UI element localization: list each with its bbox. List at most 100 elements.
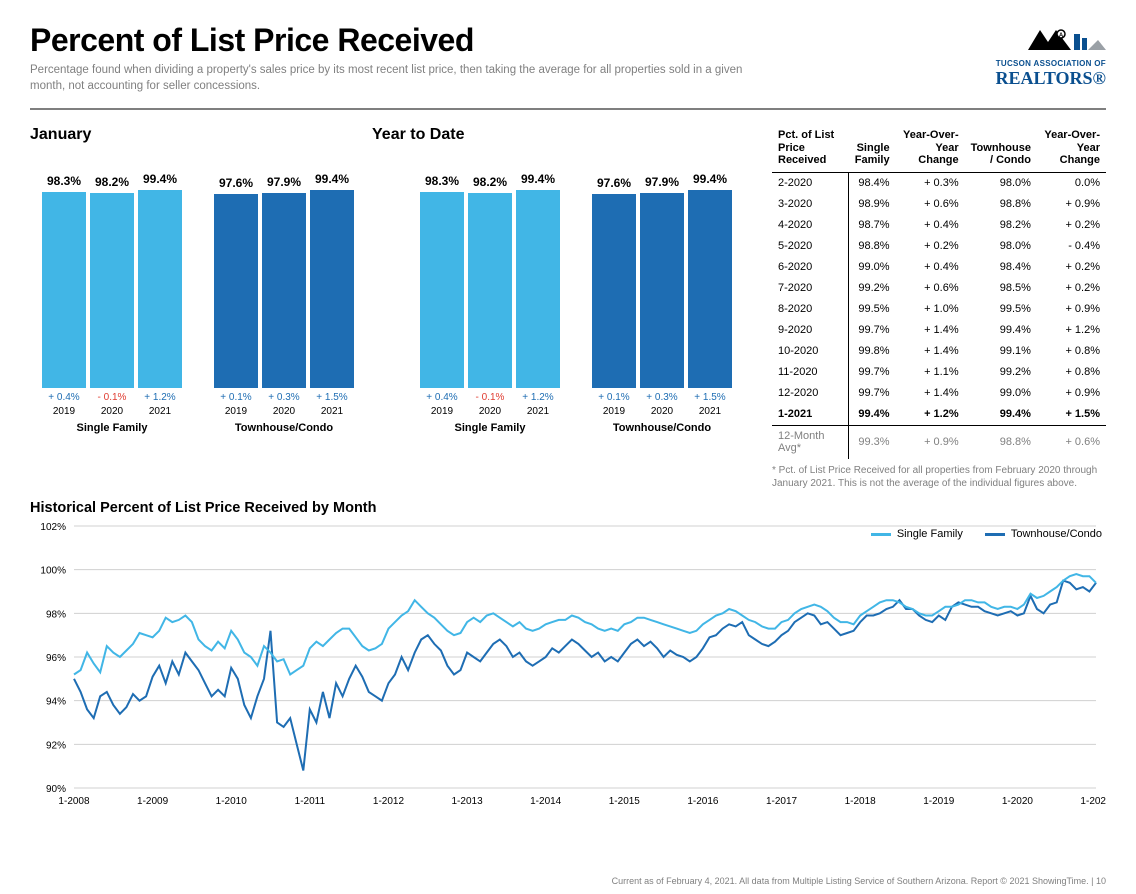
table-cell: 99.7% [849,362,896,383]
historical-line-chart: 90%92%94%96%98%100%102%1-20081-20091-201… [30,518,1106,816]
table-cell: 4-2020 [772,215,849,236]
table-cell: + 0.4% [896,257,965,278]
bar-group: 97.6%+ 0.1%201997.9%+ 0.3%202099.4%+ 1.5… [580,178,744,434]
svg-text:100%: 100% [40,566,66,577]
bar-change: + 1.2% [516,392,560,403]
table-cell: + 1.0% [896,299,965,320]
legend-swatch [985,533,1005,536]
svg-text:1-2016: 1-2016 [687,796,719,807]
table-header: Townhouse/ Condo [965,126,1037,172]
table-cell: 99.8% [849,341,896,362]
table-header: Year-Over-YearChange [896,126,965,172]
bar-year: 2021 [310,406,354,417]
table-header: Pct. of List PriceReceived [772,126,849,172]
table-cell: 2-2020 [772,172,849,194]
bar-change: + 1.5% [310,392,354,403]
bar: 98.3%+ 0.4%2019 [420,192,464,388]
svg-text:90%: 90% [46,784,66,795]
table-header: SingleFamily [849,126,896,172]
bar-value: 98.3% [420,174,464,188]
logo-small-text: TUCSON ASSOCIATION OF [996,59,1107,68]
svg-text:A: A [1059,33,1064,39]
category-label: Single Family [77,422,148,434]
table-cell: + 1.2% [1037,320,1106,341]
bar-group: 97.6%+ 0.1%201997.9%+ 0.3%202099.4%+ 1.5… [202,178,366,434]
table-cell: + 0.2% [1037,215,1106,236]
data-table: Pct. of List PriceReceivedSingleFamilyYe… [772,126,1106,459]
table-cell: + 1.4% [896,341,965,362]
bar-change: + 1.2% [138,392,182,403]
table-cell: 99.2% [849,278,896,299]
table-row: 12-Month Avg*99.3%+ 0.9%98.8%+ 0.6% [772,425,1106,459]
table-cell: + 0.2% [1037,278,1106,299]
category-label: Townhouse/Condo [235,422,333,434]
bar-year: 2019 [42,406,86,417]
table-row: 9-202099.7%+ 1.4%99.4%+ 1.2% [772,320,1106,341]
bar-value: 97.6% [214,176,258,190]
table-cell: + 1.2% [896,404,965,426]
bar-value: 99.4% [310,172,354,186]
table-cell: 6-2020 [772,257,849,278]
table-row: 11-202099.7%+ 1.1%99.2%+ 0.8% [772,362,1106,383]
table-cell: 99.0% [849,257,896,278]
table-cell: + 0.9% [896,425,965,459]
svg-text:1-2020: 1-2020 [1002,796,1034,807]
table-cell: 0.0% [1037,172,1106,194]
header-divider [30,108,1106,110]
legend-item: Townhouse/Condo [985,528,1102,540]
bar: 97.6%+ 0.1%2019 [592,194,636,388]
table-cell: 12-Month Avg* [772,425,849,459]
line-chart-legend: Single FamilyTownhouse/Condo [871,528,1102,540]
category-label: Townhouse/Condo [613,422,711,434]
table-cell: 99.7% [849,383,896,404]
table-cell: 99.1% [965,341,1037,362]
bar-value: 98.2% [90,175,134,189]
page-footer: Current as of February 4, 2021. All data… [612,876,1106,886]
table-cell: 99.4% [849,404,896,426]
table-cell: 9-2020 [772,320,849,341]
table-row: 4-202098.7%+ 0.4%98.2%+ 0.2% [772,215,1106,236]
bar-value: 98.3% [42,174,86,188]
table-row: 10-202099.8%+ 1.4%99.1%+ 0.8% [772,341,1106,362]
bar-change: + 0.1% [592,392,636,403]
svg-text:1-2014: 1-2014 [530,796,562,807]
line-single-family [74,574,1096,675]
svg-text:102%: 102% [40,522,66,533]
bar-year: 2021 [516,406,560,417]
table-cell: 98.0% [965,172,1037,194]
legend-swatch [871,533,891,536]
table-cell: 3-2020 [772,194,849,215]
table-cell: 98.8% [849,236,896,257]
table-cell: 98.9% [849,194,896,215]
table-row: 5-202098.8%+ 0.2%98.0%- 0.4% [772,236,1106,257]
table-cell: + 1.1% [896,362,965,383]
bar-year: 2021 [138,406,182,417]
bar: 97.9%+ 0.3%2020 [640,193,684,388]
bar-value: 99.4% [688,172,732,186]
table-cell: + 1.4% [896,383,965,404]
table-cell: + 0.6% [896,278,965,299]
bar-change: - 0.1% [468,392,512,403]
bar-year: 2021 [688,406,732,417]
svg-text:1-2011: 1-2011 [295,796,326,807]
table-cell: + 0.9% [1037,383,1106,404]
table-cell: + 0.8% [1037,362,1106,383]
bar-change: + 1.5% [688,392,732,403]
table-cell: 99.7% [849,320,896,341]
table-cell: 99.3% [849,425,896,459]
table-cell: + 0.9% [1037,299,1106,320]
table-cell: 98.4% [849,172,896,194]
table-cell: 8-2020 [772,299,849,320]
table-cell: 99.5% [965,299,1037,320]
table-cell: 98.0% [965,236,1037,257]
table-footnote: * Pct. of List Price Received for all pr… [772,464,1106,490]
bar-change: + 0.4% [42,392,86,403]
table-cell: 98.2% [965,215,1037,236]
historical-chart-title: Historical Percent of List Price Receive… [30,500,1106,516]
page-title: Percent of List Price Received [30,22,750,59]
page-subtitle: Percentage found when dividing a propert… [30,63,750,94]
table-cell: + 0.3% [896,172,965,194]
svg-text:1-2008: 1-2008 [58,796,90,807]
logo-large-text: REALTORS® [996,68,1107,89]
table-row: 12-202099.7%+ 1.4%99.0%+ 0.9% [772,383,1106,404]
